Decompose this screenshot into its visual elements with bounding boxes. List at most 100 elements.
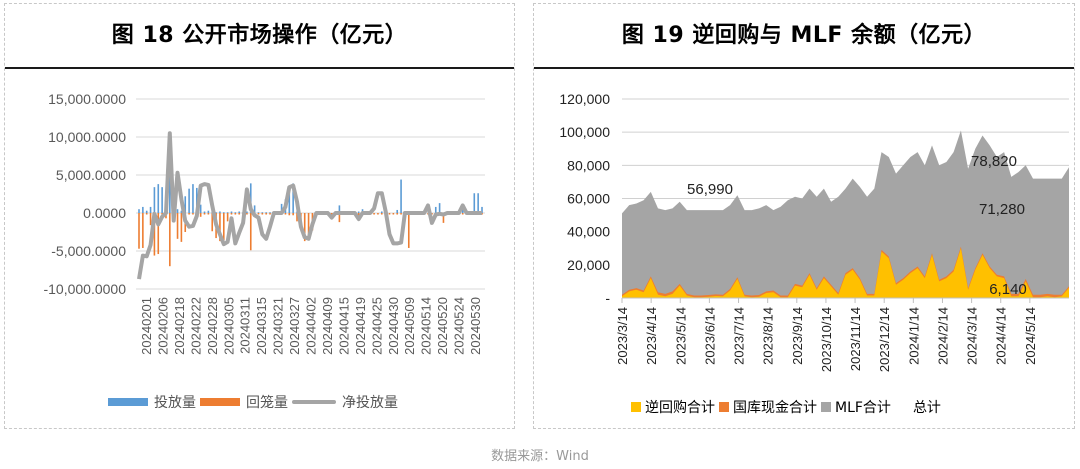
x-tick-label: 2024/5/14 bbox=[1023, 307, 1038, 365]
bar-injection bbox=[400, 179, 402, 213]
bar-withdrawal bbox=[461, 213, 464, 215]
y-tick-label: - bbox=[605, 290, 610, 306]
legend-swatch-mlf bbox=[821, 402, 831, 412]
bar-injection bbox=[234, 212, 237, 213]
bar-injection bbox=[153, 187, 156, 213]
bar-withdrawal bbox=[207, 213, 210, 215]
bar-injection bbox=[219, 211, 221, 213]
bar-injection bbox=[215, 212, 217, 213]
bar-withdrawal bbox=[188, 213, 190, 215]
legend-item-total: 总计 bbox=[913, 397, 941, 417]
y-tick-label: 100,000 bbox=[559, 124, 610, 140]
bar-injection bbox=[207, 210, 210, 213]
x-tick-label: 2024/3/14 bbox=[965, 307, 980, 365]
bar-injection bbox=[461, 209, 464, 213]
bar-withdrawal bbox=[169, 213, 171, 267]
bar-injection bbox=[357, 211, 360, 213]
area-reverse-repo bbox=[622, 248, 1069, 298]
bar-withdrawal bbox=[269, 213, 271, 215]
x-tick-label: 20240409 bbox=[320, 297, 335, 355]
legend-label: 总计 bbox=[912, 400, 941, 416]
bar-injection bbox=[149, 206, 152, 213]
bar-injection bbox=[338, 205, 341, 213]
legend-item-treasury-cash: 国库现金合计 bbox=[719, 397, 817, 417]
legend-item-injection: 投放量 bbox=[108, 392, 196, 412]
legend-swatch-treasury-cash bbox=[719, 402, 729, 412]
bar-withdrawal bbox=[161, 213, 163, 215]
legend-swatch-net-injection bbox=[292, 400, 336, 404]
bar-withdrawal bbox=[249, 213, 252, 251]
chart-legend: 投放量 回笼量 净投放量 bbox=[108, 392, 402, 412]
x-tick-label: 2023/8/14 bbox=[761, 307, 776, 365]
x-tick-label: 20240415 bbox=[336, 297, 351, 355]
legend-swatch-reverse-repo bbox=[631, 402, 641, 412]
x-tick-label: 20240524 bbox=[452, 297, 467, 355]
bar-withdrawal bbox=[338, 213, 341, 223]
y-tick-label: -10,000.0000 bbox=[43, 281, 126, 297]
bar-withdrawal bbox=[211, 213, 214, 232]
bar-withdrawal bbox=[149, 213, 152, 226]
bar-injection bbox=[230, 211, 233, 213]
bar-injection bbox=[477, 193, 479, 213]
y-tick-label: 80,000 bbox=[567, 157, 610, 173]
x-tick-label: 20240305 bbox=[221, 297, 236, 355]
bar-withdrawal bbox=[284, 213, 287, 215]
bar-withdrawal bbox=[257, 213, 260, 215]
bar-injection bbox=[180, 210, 183, 213]
x-tick-label: 20240425 bbox=[369, 297, 384, 355]
bar-withdrawal bbox=[180, 213, 183, 242]
bar-withdrawal bbox=[145, 213, 148, 215]
bar-withdrawal bbox=[138, 213, 140, 249]
legend-item-reverse-repo: 逆回购合计 bbox=[631, 397, 715, 417]
chart-title: 图 18 公开市场操作（亿元） bbox=[111, 23, 408, 48]
bar-withdrawal bbox=[380, 213, 383, 215]
data-label: 56,990 bbox=[687, 181, 733, 198]
bar-withdrawal bbox=[203, 213, 206, 215]
x-tick-label: 20240530 bbox=[468, 297, 483, 355]
x-tick-label: 2024/1/14 bbox=[906, 307, 921, 365]
data-source-note: 数据来源：Wind bbox=[491, 449, 589, 464]
x-tick-label: 20240514 bbox=[419, 297, 434, 355]
y-tick-label: 15,000.0000 bbox=[48, 91, 126, 107]
bar-withdrawal bbox=[238, 213, 241, 215]
bar-withdrawal bbox=[400, 213, 402, 215]
area-mlf-total bbox=[622, 130, 1069, 298]
bar-injection bbox=[434, 206, 437, 213]
bar-injection bbox=[380, 211, 383, 213]
bar-withdrawal bbox=[296, 213, 298, 222]
bar-injection bbox=[261, 212, 264, 213]
bar-injection bbox=[288, 190, 291, 213]
x-tick-label: 20240201 bbox=[139, 297, 154, 355]
bar-injection bbox=[145, 210, 148, 213]
bar-withdrawal bbox=[396, 213, 399, 215]
x-tick-label: 2023/3/14 bbox=[615, 307, 630, 365]
legend-label: 回笼量 bbox=[246, 395, 288, 411]
x-tick-label: 2023/11/14 bbox=[848, 307, 863, 371]
reverse-repo-mlf-chart: 120,000100,00080,00060,00040,00020,000-2… bbox=[559, 91, 1069, 372]
bar-withdrawal bbox=[388, 213, 391, 215]
y-tick-label: 10,000.0000 bbox=[48, 129, 126, 145]
bar-injection bbox=[280, 203, 283, 213]
legend-swatch-injection bbox=[108, 398, 148, 406]
data-label: 78,820 bbox=[971, 153, 1017, 170]
x-tick-label: 20240520 bbox=[435, 297, 450, 355]
bar-injection bbox=[142, 206, 144, 213]
y-tick-label: 60,000 bbox=[567, 191, 610, 207]
legend-label: 国库现金合计 bbox=[733, 400, 817, 416]
bar-injection bbox=[188, 188, 190, 213]
bar-withdrawal bbox=[307, 213, 310, 241]
x-tick-label: 20240419 bbox=[353, 297, 368, 355]
chart-legend: 逆回购合计 国库现金合计 MLF合计 总计 bbox=[631, 397, 945, 417]
bar-withdrawal bbox=[407, 213, 410, 248]
bar-withdrawal bbox=[234, 213, 237, 215]
x-tick-label: 20240430 bbox=[386, 297, 401, 355]
bar-withdrawal bbox=[176, 213, 179, 239]
bar-withdrawal bbox=[230, 213, 233, 215]
legend-label: MLF合计 bbox=[835, 400, 891, 416]
bar-withdrawal bbox=[192, 213, 194, 215]
legend-label: 投放量 bbox=[154, 395, 196, 411]
bar-withdrawal bbox=[142, 213, 144, 248]
x-tick-label: 2024/2/14 bbox=[935, 307, 950, 365]
x-tick-label: 20240315 bbox=[254, 297, 269, 355]
x-tick-label: 20240327 bbox=[287, 297, 302, 355]
